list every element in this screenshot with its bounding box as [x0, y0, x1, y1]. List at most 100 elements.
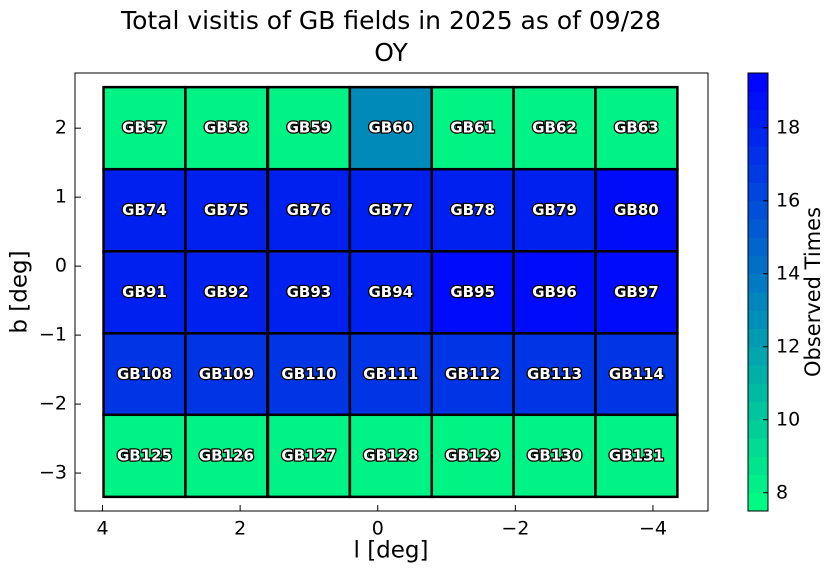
colorbar-band — [748, 419, 768, 439]
field-cell — [594, 250, 679, 335]
y-tick-label: 0 — [55, 255, 67, 277]
x-axis-label: l [deg] — [354, 538, 429, 564]
field-label: GB57 — [122, 119, 167, 137]
colorbar-band — [748, 219, 768, 238]
field-cell — [102, 413, 187, 499]
colorbar-band — [748, 73, 768, 92]
colorbar-band — [748, 292, 768, 311]
field-label: GB80 — [614, 201, 659, 219]
colorbar-band — [748, 237, 768, 256]
field-label: GB92 — [204, 283, 249, 301]
field-label: GB59 — [287, 119, 332, 137]
field-cell — [594, 413, 679, 499]
field-cell — [430, 167, 515, 253]
field-cell — [512, 332, 597, 417]
colorbar-band — [748, 456, 768, 475]
field-cell — [184, 250, 269, 335]
field-label: GB129 — [445, 446, 500, 464]
colorbar-band — [748, 164, 768, 183]
field-label: GB75 — [204, 201, 249, 219]
field-label: GB63 — [614, 119, 659, 137]
field-label: GB60 — [368, 119, 413, 137]
field-cell — [184, 332, 269, 417]
field-cell — [266, 167, 352, 253]
x-tick-label: −4 — [639, 518, 667, 540]
y-axis-label: b [deg] — [7, 250, 33, 333]
y-tick-label: 1 — [55, 186, 67, 208]
colorbar-band — [748, 273, 768, 293]
field-label: GB62 — [532, 119, 577, 137]
field-label: GB96 — [532, 283, 577, 301]
colorbar-band — [748, 182, 768, 202]
colorbar-tick-label: 16 — [776, 189, 800, 211]
colorbar-band — [748, 310, 768, 329]
y-tick-label: 2 — [55, 117, 67, 139]
field-label: GB79 — [532, 201, 577, 219]
field-label: GB93 — [287, 283, 332, 301]
colorbar-band — [748, 328, 768, 348]
y-tick-label: −3 — [39, 462, 67, 484]
field-cell — [594, 167, 679, 253]
field-cell — [102, 332, 187, 417]
field-label: GB127 — [281, 446, 336, 464]
x-tick-label: 4 — [96, 518, 108, 540]
field-label: GB74 — [122, 201, 167, 219]
field-cell — [512, 413, 597, 499]
field-label: GB94 — [368, 283, 413, 301]
x-tick-label: 2 — [234, 518, 246, 540]
field-label: GB111 — [363, 365, 418, 383]
colorbar-band — [748, 474, 768, 494]
colorbar-band — [748, 109, 768, 129]
field-label: GB77 — [368, 201, 413, 219]
field-label: GB108 — [117, 365, 172, 383]
colorbar-band — [748, 365, 768, 384]
colorbar-tick-label: 10 — [776, 408, 800, 430]
colorbar-frame — [747, 72, 769, 512]
field-label: GB91 — [122, 283, 167, 301]
field-label: GB113 — [527, 365, 582, 383]
field-label: GB125 — [117, 446, 172, 464]
field-label: GB97 — [614, 283, 659, 301]
x-tick-label: −2 — [501, 518, 529, 540]
field-label: GB109 — [199, 365, 254, 383]
x-tick-label: 0 — [372, 518, 384, 540]
chart-title: Total visitis of GB fields in 2025 as of… — [120, 6, 661, 35]
colorbar-band — [748, 146, 768, 165]
colorbar-tick-label: 8 — [776, 481, 788, 503]
field-cell — [512, 250, 597, 335]
field-label: GB128 — [363, 446, 418, 464]
field-cell — [102, 167, 187, 253]
colorbar-tick-label: 18 — [776, 116, 800, 138]
field-label: GB95 — [450, 283, 495, 301]
y-tick-label: −2 — [39, 393, 67, 415]
field-label: GB76 — [287, 201, 332, 219]
colorbar-band — [748, 492, 768, 512]
y-tick-label: −1 — [39, 324, 67, 346]
colorbar-band — [748, 346, 768, 366]
colorbar-band — [748, 127, 768, 147]
colorbar-band — [748, 200, 768, 220]
field-label: GB126 — [199, 446, 254, 464]
field-label: GB110 — [281, 365, 336, 383]
field-label: GB114 — [609, 365, 664, 383]
colorbar-band — [748, 383, 768, 402]
field-cell — [266, 413, 352, 499]
colorbar-band — [748, 255, 768, 275]
field-cell — [184, 85, 269, 171]
plot-frame — [74, 72, 709, 512]
colorbar-band — [748, 91, 768, 110]
field-cell — [430, 250, 515, 335]
colorbar-band — [748, 401, 768, 421]
colorbar-band — [748, 438, 768, 457]
field-label: GB130 — [527, 446, 582, 464]
field-label: GB58 — [204, 119, 249, 137]
field-cell — [266, 250, 352, 335]
field-label: GB131 — [609, 446, 664, 464]
chart-subtitle: OY — [374, 38, 408, 67]
field-label: GB78 — [450, 201, 495, 219]
colorbar-tick-label: 14 — [776, 262, 800, 284]
field-cell — [102, 85, 187, 171]
field-cell — [512, 85, 597, 171]
colorbar-tick-label: 12 — [776, 335, 800, 357]
